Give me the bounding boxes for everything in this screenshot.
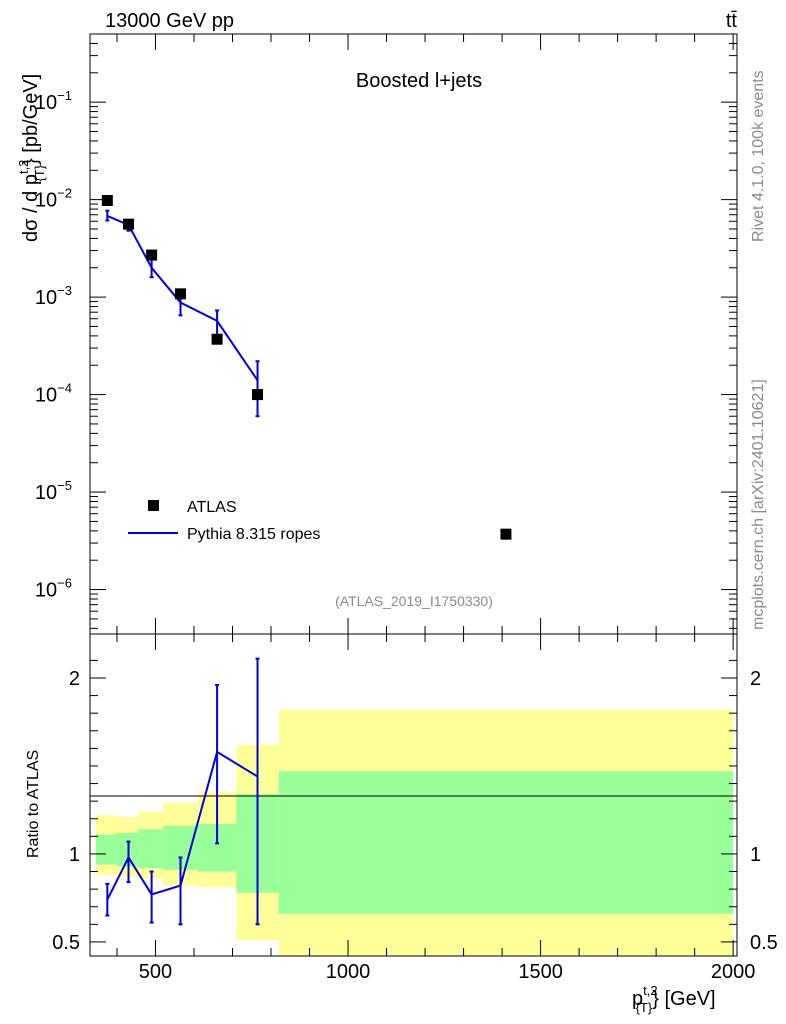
y-tick-label: 10−6: [35, 576, 72, 602]
ratio-line: [106, 750, 259, 901]
stat-uncertainty-band: [138, 829, 164, 869]
y-tick-label-right: 1: [750, 844, 761, 866]
ratio-data-layer: [105, 657, 260, 926]
data-point: [146, 249, 158, 261]
x-tick-label: 500: [139, 961, 172, 983]
y-tick-label: 10−2: [35, 186, 72, 212]
main-y-ticks: 10−1 10−2 10−3 10−4 10−5 10−6: [35, 33, 737, 629]
process-label: tt̄: [726, 10, 738, 32]
data-point: [500, 528, 512, 540]
x-tick-label: 1000: [326, 961, 371, 983]
data-point: [211, 333, 223, 345]
legend-atlas-label: ATLAS: [187, 499, 237, 516]
main-data-layer: [101, 194, 512, 540]
ratio-uncertainty-bands: [95, 709, 734, 956]
main-plot-title: Boosted l+jets: [356, 70, 482, 92]
stat-uncertainty-band: [95, 834, 117, 865]
data-point: [175, 288, 187, 300]
main-x-ticks: [116, 34, 734, 634]
ratio-axis-ticks: 500 1000 1500 2000 0.5 0.5 1 1 2 2: [52, 634, 778, 983]
y-tick-label-right: 2: [750, 668, 761, 690]
main-y-axis-label: dσ / d pt,2{T}} [pb/GeV]: [16, 74, 47, 242]
ratio-plot-panel: 500 1000 1500 2000 0.5 0.5 1 1 2 2 Ratio to ATLAS…: [25, 633, 778, 1015]
y-tick-label: 10−3: [35, 283, 72, 309]
main-plot-panel: 10−110−210−310−410−510−6 Boosted l+jets …: [16, 33, 738, 635]
legend-pythia-label: Pythia 8.315 ropes: [187, 526, 320, 543]
x-tick-label: 1500: [518, 961, 563, 983]
y-tick-label: 2: [69, 668, 80, 690]
y-tick-label: 10−1: [35, 88, 72, 114]
rivet-version-label: Rivet 4.1.0, 100k events: [750, 70, 767, 242]
y-tick-label: 10−5: [35, 478, 72, 504]
data-point: [252, 389, 264, 401]
x-tick-label: 2000: [711, 961, 756, 983]
y-tick-label-right: 0.5: [750, 932, 778, 954]
stat-uncertainty-band: [278, 771, 734, 914]
x-axis-label: pt,2 {T}} [GeV]: [632, 983, 716, 1015]
legend-atlas-marker: [148, 500, 159, 511]
y-tick-label: 1: [69, 844, 80, 866]
ratio-y-axis-label: Ratio to ATLAS: [25, 750, 42, 858]
energy-label: 13000 GeV pp: [105, 10, 234, 32]
main-plot-frame: [89, 33, 738, 635]
y-tick-label: 0.5: [52, 932, 80, 954]
data-point: [101, 194, 113, 206]
legend: ATLAS Pythia 8.315 ropes: [128, 499, 320, 543]
y-tick-label: 10−4: [35, 381, 72, 407]
analysis-id-label: (ATLAS_2019_I1750330): [335, 593, 493, 609]
data-point: [123, 218, 135, 230]
ratio-plot-frame: [89, 633, 738, 957]
mcplots-source-label: mcplots.cern.ch [arXiv:2401.10621]: [750, 379, 767, 630]
